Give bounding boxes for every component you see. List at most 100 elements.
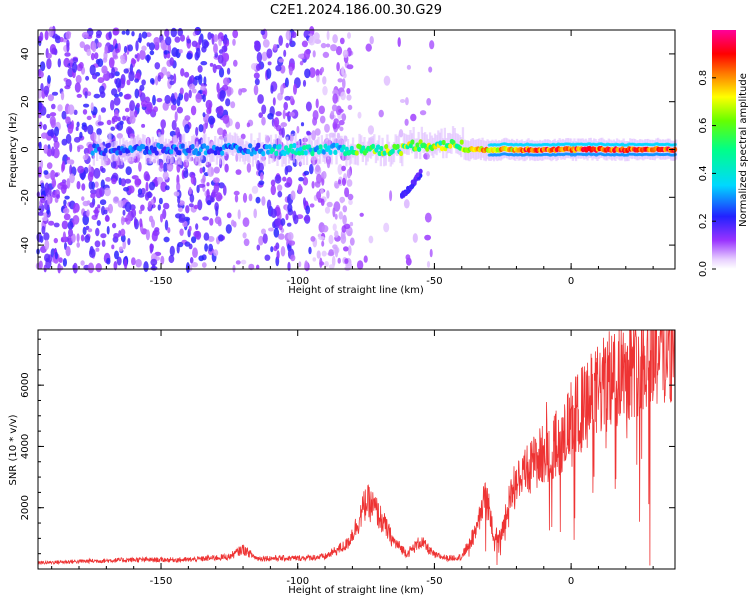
spectrogram-cell: [86, 209, 90, 217]
spectrogram-cell: [112, 222, 117, 229]
spectrogram-cell: [340, 234, 347, 244]
spectrogram-cell: [127, 44, 133, 52]
spectrogram-cell: [89, 248, 96, 258]
spectrogram-cell: [72, 264, 76, 270]
spectrogram-cell: [285, 213, 289, 221]
spectrogram-cell: [202, 166, 206, 173]
spectrogram-cell: [179, 87, 184, 95]
spectrogram-cell: [81, 122, 87, 127]
spectrogram-cell: [104, 45, 108, 54]
spectrogram-cell: [90, 102, 94, 112]
spectrogram-cell: [378, 109, 384, 118]
spectrogram-cell: [367, 125, 374, 135]
spectrogram-cell: [69, 142, 73, 153]
spectrogram-cell: [203, 76, 207, 86]
spectrogram-cell: [72, 61, 78, 73]
spectrogram-cell: [151, 219, 155, 228]
spectrogram-cell: [267, 113, 274, 120]
snr-x-tick-label: -50: [426, 576, 442, 587]
spectrogram-cell: [256, 52, 263, 63]
spectrogram-cell: [420, 126, 423, 147]
spectrogram-cell: [261, 228, 266, 235]
snr-background: [38, 330, 675, 569]
spectrogram-cell: [137, 188, 143, 195]
spectrogram-cell: [270, 246, 274, 253]
spectrogram-cell: [179, 228, 184, 236]
spectrogram-cell: [183, 170, 189, 179]
spectrogram-cell: [266, 199, 272, 210]
spectrogram-cell: [199, 167, 203, 174]
spectrogram-cell: [341, 113, 347, 122]
snr-y-label: SNR (10 * v/v): [8, 414, 19, 485]
spectrogram-cell: [246, 148, 251, 155]
spectrogram-cell: [177, 241, 184, 248]
spectrogram-cell: [113, 232, 120, 239]
spectrogram-cell: [57, 58, 61, 68]
spectrogram-cell: [223, 185, 227, 196]
spectrogram-cell: [448, 143, 453, 149]
spectrogram-cell: [256, 142, 261, 148]
spectrogram-cell: [276, 184, 283, 192]
spectrogram-cell: [383, 222, 390, 233]
spectrogram-cell: [169, 149, 174, 155]
spectrogram-cell: [284, 166, 289, 176]
spectrogram-cell: [76, 233, 80, 243]
spectrogram-cell: [179, 145, 182, 166]
spectrogram-cell: [149, 50, 155, 56]
colorbar-tick-label: 0.4: [698, 165, 709, 181]
spectrogram-cell: [204, 243, 209, 252]
spectrogram-cell: [443, 127, 446, 148]
spectrogram-cell: [56, 194, 60, 199]
spectrogram-cell: [205, 145, 209, 166]
spectrogram-cell: [170, 27, 177, 38]
spectrogram-cell: [308, 35, 316, 46]
spectrogram-cell: [264, 144, 269, 150]
spectrogram-cell: [266, 68, 272, 79]
snr-x-ticks: -150 -100 -50 0: [51, 330, 654, 587]
spectrogram-cell: [365, 145, 368, 166]
snr-x-tick-label: -100: [286, 576, 309, 587]
spectrogram-cell: [297, 53, 305, 59]
spectrogram-cell: [285, 42, 289, 49]
spectrogram-cell: [195, 126, 199, 137]
spectrogram-cell: [44, 239, 50, 250]
spectrogram-cell: [330, 44, 338, 52]
spectrogram-cell: [303, 216, 310, 222]
spectrogram-cell: [123, 258, 128, 270]
spectrogram-cell: [99, 91, 106, 98]
spectrogram-cell: [453, 128, 456, 149]
spectrogram-cell: [171, 47, 179, 57]
spectrogram-cell: [87, 262, 95, 274]
spectrogram-cell: [424, 234, 431, 241]
spectrogram-cell: [200, 85, 206, 91]
spectrogram-cell: [312, 257, 317, 262]
spectrogram-x-label: Height of straight line (km): [288, 285, 424, 296]
spectrogram-cell: [111, 115, 119, 123]
spectrogram-cell: [162, 102, 169, 111]
spectrogram-cell: [328, 264, 335, 269]
spectrogram-cell: [160, 119, 166, 129]
spectrogram-cell: [213, 166, 220, 174]
spectrogram-cell: [77, 165, 85, 174]
spectrogram-cell: [320, 198, 325, 206]
spectrogram-cell: [219, 91, 225, 102]
spectrogram-cell: [250, 133, 253, 154]
spectrogram-cell: [188, 89, 192, 99]
spectrogram-cell: [54, 251, 59, 260]
spectrogram-cell: [92, 145, 95, 166]
spectrogram-cell: [282, 176, 287, 182]
spectrogram-cell: [344, 187, 350, 198]
spectrogram-cell: [94, 133, 97, 154]
spectrogram-cell: [103, 147, 109, 154]
spectrogram-cell: [73, 109, 78, 116]
spectrogram-cell: [63, 213, 71, 221]
spectrogram-cell: [38, 100, 42, 111]
spectrogram-cell: [110, 59, 115, 65]
spectrogram-cell: [339, 126, 344, 132]
spectrogram-y-label: Frequency (Hz): [8, 112, 19, 188]
spectrogram-cell: [43, 170, 49, 175]
spectrogram-cell: [194, 27, 200, 36]
spectrogram-cell: [363, 255, 368, 263]
spectrogram-cell: [154, 62, 161, 70]
spectrogram-cell: [316, 250, 321, 259]
